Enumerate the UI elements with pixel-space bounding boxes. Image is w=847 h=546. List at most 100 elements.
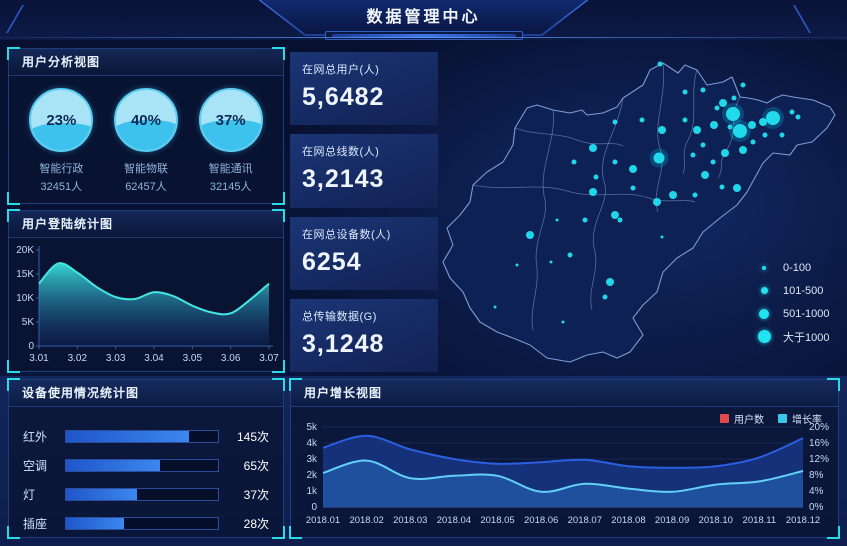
map-scatter-points: [493, 61, 801, 324]
corner-bracket: [272, 378, 285, 391]
legend-label: 0-100: [783, 261, 812, 274]
gauge-wave: [31, 122, 92, 150]
header: 数据管理中心: [0, 0, 847, 40]
legend-dot: [759, 308, 769, 319]
gauge-label: 智能行政: [39, 163, 84, 175]
corner-bracket: [272, 209, 285, 222]
svg-text:3.06: 3.06: [221, 353, 241, 364]
device-label: 灯: [23, 488, 36, 502]
device-label: 插座: [23, 517, 48, 531]
svg-text:3.01: 3.01: [29, 353, 49, 364]
svg-text:15K: 15K: [16, 269, 34, 280]
header-right-slash-decoration: [792, 5, 842, 33]
device-bar-track: [65, 517, 219, 530]
map-legend-item: 101-500: [753, 279, 830, 302]
device-usage-row: 插座 28次: [23, 509, 269, 538]
legend-label: 大于1000: [783, 331, 830, 344]
device-label: 红外: [23, 430, 48, 444]
svg-text:1k: 1k: [306, 486, 318, 497]
stat-label: 在网总用户(人): [302, 64, 380, 76]
svg-text:2018.07: 2018.07: [568, 515, 602, 526]
corner-bracket: [272, 47, 285, 60]
svg-text:0%: 0%: [809, 502, 824, 513]
device-bar-track: [65, 488, 219, 501]
stat-label: 在网总线数(人): [302, 146, 380, 159]
gauge-label: 智能通讯: [208, 163, 253, 175]
gauge-percent: 37%: [215, 111, 246, 129]
device-usage-row: 空调 65次: [23, 451, 269, 480]
stat-label: 总传输数据(G): [302, 310, 377, 323]
corner-bracket: [7, 526, 20, 539]
svg-text:2018.03: 2018.03: [393, 515, 427, 526]
svg-text:2018.02: 2018.02: [349, 515, 383, 526]
header-deco-bar: [324, 31, 523, 40]
gauge-circle: 23%: [29, 88, 94, 152]
page-title: 数据管理中心: [366, 9, 481, 26]
login-area-chart: 0 5K 10K 15K 20K 3.01 3.02 3.03 3.04 3.05 3.06 3.07: [16, 245, 279, 364]
device-bar-fill: [66, 460, 161, 471]
legend-item-growth-rate[interactable]: 增长率: [778, 411, 822, 426]
gauge-count: 32451人: [40, 181, 83, 193]
svg-text:2018.01: 2018.01: [306, 515, 340, 526]
svg-text:12%: 12%: [809, 454, 829, 465]
legend-item-users[interactable]: 用户数: [720, 411, 764, 426]
panel-login-stats: 用户登陆统计图 0 5K 10K 15K 20K 3.01 3.02 3.03 3.04 3.05…: [7, 209, 285, 373]
device-usage-row: 窗帘 24次: [23, 538, 269, 546]
svg-text:2018.04: 2018.04: [437, 515, 471, 526]
panel-title-user-growth: 用户增长视图: [291, 380, 838, 407]
svg-text:16%: 16%: [809, 438, 829, 449]
svg-text:2018.09: 2018.09: [655, 515, 689, 526]
gauge-count: 62457人: [125, 181, 167, 193]
stat-card-online-users: 在网总用户(人) 5,6482: [290, 52, 438, 126]
stat-value: 6254: [302, 247, 362, 276]
legend-dot: [757, 330, 771, 343]
corner-bracket: [7, 360, 20, 373]
map-legend: 0-100 101-500 501-1000 大于1000: [753, 256, 830, 348]
gauge-percent: 23%: [46, 111, 77, 129]
growth-chart-legend: 用户数 增长率: [720, 411, 822, 426]
svg-text:20K: 20K: [16, 245, 34, 256]
svg-text:4%: 4%: [809, 486, 824, 497]
device-value: 145次: [236, 430, 269, 444]
map-legend-item: 0-100: [753, 256, 830, 279]
legend-chip-growth-rate: [778, 414, 787, 423]
gauge-percent: 40%: [130, 111, 161, 129]
svg-text:3.05: 3.05: [183, 353, 203, 364]
gauge-circle: 40%: [113, 88, 178, 152]
svg-text:0: 0: [311, 502, 317, 513]
liquid-gauges: 23% 智能行政 32451人 40% 智能物联 62457人 37% 智能通讯…: [9, 76, 283, 194]
svg-text:3.02: 3.02: [68, 353, 88, 364]
corner-bracket: [272, 192, 285, 205]
liquid-gauge: 23% 智能行政 32451人: [22, 88, 100, 194]
svg-text:2k: 2k: [306, 470, 318, 481]
device-bar-fill: [66, 431, 190, 442]
device-label: 空调: [23, 459, 48, 473]
corner-bracket: [272, 360, 285, 373]
svg-text:3.03: 3.03: [106, 353, 126, 364]
panel-title-user-analysis: 用户分析视图: [9, 49, 283, 76]
gauge-count: 32145人: [209, 181, 252, 193]
device-value: 37次: [243, 488, 269, 502]
svg-text:8%: 8%: [809, 470, 824, 481]
liquid-gauge: 40% 智能物联 62457人: [107, 88, 185, 194]
svg-text:5k: 5k: [306, 422, 318, 433]
svg-text:3k: 3k: [306, 454, 318, 465]
svg-text:3.04: 3.04: [144, 353, 164, 364]
stat-card-online-devices: 在网总设备数(人) 6254: [290, 216, 438, 290]
svg-text:2018.10: 2018.10: [699, 515, 733, 526]
gauge-wave: [200, 120, 261, 150]
corner-bracket: [289, 378, 302, 391]
panel-user-analysis: 用户分析视图 23% 智能行政 32451人 40% 智能物联 62457人 3…: [7, 47, 285, 205]
map-outline: [442, 62, 836, 363]
map-legend-item: 大于1000: [753, 325, 830, 348]
gauge-circle: 37%: [198, 88, 263, 152]
legend-label: 501-1000: [783, 307, 830, 320]
corner-bracket: [827, 526, 840, 539]
device-bar-fill: [66, 518, 124, 529]
corner-bracket: [289, 526, 302, 539]
corner-bracket: [827, 378, 840, 391]
stat-card-total-data: 总传输数据(G) 3,1248: [290, 298, 438, 372]
stat-value: 3,2143: [302, 165, 385, 194]
